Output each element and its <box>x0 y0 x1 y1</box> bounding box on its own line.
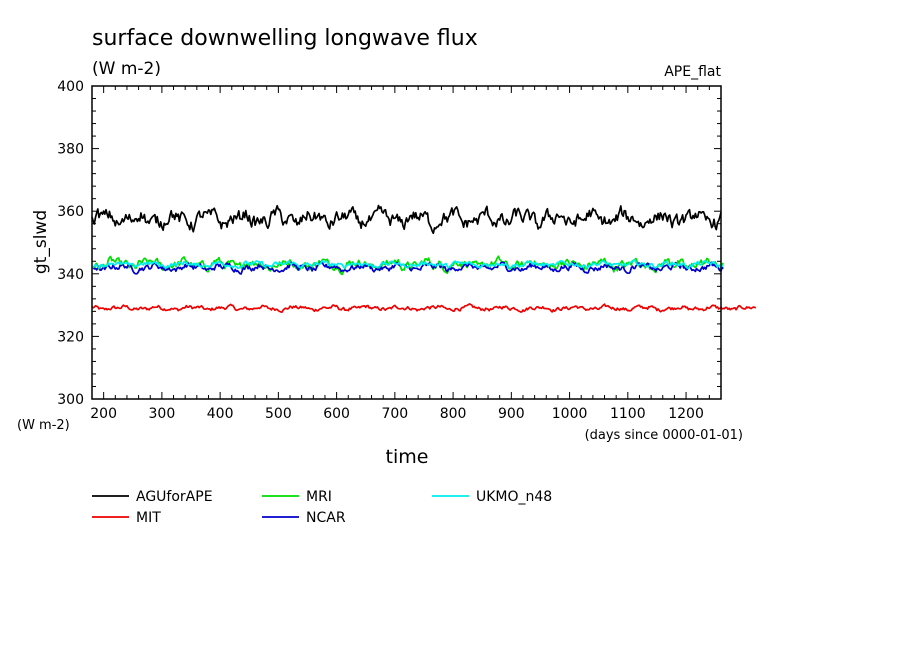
legend-item-aguforape: AGUforAPE <box>92 489 213 505</box>
x-tick-label: 200 <box>90 406 117 422</box>
x-tick-label: 500 <box>265 406 292 422</box>
legend-label: AGUforAPE <box>136 489 213 505</box>
y-axis-label: gt_slwd <box>31 210 51 274</box>
x-tick-label: 1100 <box>610 406 646 422</box>
x-tick-label: 300 <box>149 406 176 422</box>
x-unit-label: (days since 0000-01-01) <box>585 428 743 443</box>
y-tick-label: 340 <box>57 267 84 283</box>
y-unit-label: (W m-2) <box>17 418 70 433</box>
x-tick-label: 600 <box>323 406 350 422</box>
legend-label: MRI <box>306 489 332 505</box>
legend-label: MIT <box>136 510 161 526</box>
x-tick-label: 900 <box>498 406 525 422</box>
series-line-aguforape <box>91 204 722 235</box>
series-layer <box>91 204 757 314</box>
y-tick-label: 320 <box>57 329 84 345</box>
legend-item-ncar: NCAR <box>262 510 346 526</box>
axes: 200 300 400 500 600 700 800 900 1000 1100 1200 300 3… <box>57 79 722 422</box>
x-tick-label: 700 <box>381 406 408 422</box>
series-line-mit <box>91 303 757 314</box>
plot-frame <box>91 85 722 400</box>
x-tick-label: 1200 <box>668 406 704 422</box>
chart-title: surface downwelling longwave flux <box>92 26 478 51</box>
x-tick-label: 800 <box>440 406 467 422</box>
x-tick-label: 400 <box>207 406 234 422</box>
legend-item-ukmo-n48: UKMO_n48 <box>432 489 552 505</box>
chart-subtitle: (W m-2) <box>92 59 161 79</box>
legend-item-mri: MRI <box>262 489 332 505</box>
y-tick-label: 360 <box>57 204 84 220</box>
y-tick-label: 300 <box>57 392 84 408</box>
legend-label: NCAR <box>306 510 346 526</box>
y-tick-label: 380 <box>57 142 84 158</box>
legend: AGUforAPE MIT MRI NCAR UKMO_n48 <box>92 489 552 526</box>
x-tick-label: 1000 <box>552 406 588 422</box>
legend-label: UKMO_n48 <box>476 489 552 505</box>
legend-item-mit: MIT <box>92 510 161 526</box>
x-axis-label: time <box>386 446 429 468</box>
experiment-tag: APE_flat <box>664 64 721 80</box>
series-line-ukmo-n48 <box>91 259 724 270</box>
y-tick-label: 400 <box>57 79 84 95</box>
